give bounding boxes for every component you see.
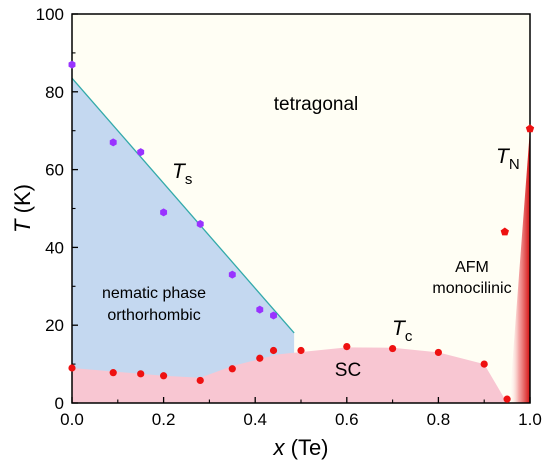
data-point-hexagon [68,60,76,69]
data-point-pentagon [500,227,509,236]
x-tick-label: 0.2 [152,410,176,429]
x-tick-label: 0.4 [243,410,267,429]
data-point-circle [160,372,168,380]
y-tick-label: 80 [45,83,64,102]
tc-annotation: Tc [392,317,413,345]
data-point-circle [480,360,488,368]
tn-sub: N [509,156,520,173]
afm-region [509,128,530,403]
nematic-label-line2: orthorhombic [107,307,200,324]
data-point-circle [196,376,204,385]
tn-main: T [496,145,511,168]
y-axis-title-symbol: T [10,218,35,233]
y-tick-label: 0 [55,394,64,413]
tn-annotation: TN [496,145,520,173]
x-axis-title: x (Te) [273,435,329,460]
data-point-circle [228,365,236,373]
data-point-circle [269,346,278,355]
tc-sub: c [405,328,413,345]
afm-label-line1: AFM [455,259,489,276]
tetragonal-label: tetragonal [274,94,359,115]
ts-annotation: Ts [172,160,192,188]
data-point-circle [109,369,117,377]
x-tick-label: 0.0 [60,410,84,429]
data-point-hexagon [228,270,236,279]
data-point-hexagon [270,311,277,320]
tc-main: T [392,317,407,340]
data-point-hexagon [137,148,145,157]
data-point-hexagon [160,208,168,217]
data-point-pentagon [525,124,535,133]
data-point-circle [137,370,145,378]
y-tick-label: 40 [45,238,64,257]
nematic-boundary-line [71,77,295,334]
data-point-circle [389,344,397,353]
data-point-circle [68,364,76,372]
data-point-circle [297,346,305,355]
x-axis-title-symbol: x [273,435,286,460]
data-point-circle [256,354,264,362]
nematic-region [72,78,295,403]
ts-main: T [172,160,187,183]
y-axis-title: T (K) [10,184,35,233]
data-point-circle [503,395,511,403]
y-tick-label: 20 [45,316,64,335]
sc-dome-region [72,347,508,403]
x-tick-label: 1.0 [518,410,542,429]
data-point-circle [343,342,351,351]
x-tick-label: 0.8 [427,410,451,429]
x-tick-label: 0.6 [335,410,359,429]
ts-sub: s [185,171,193,188]
sc-label: SC [335,360,361,381]
data-point-hexagon [256,305,264,314]
data-point-hexagon [109,138,117,147]
x-axis-title-unit: (Te) [285,435,329,460]
nematic-label-line1: nematic phase [102,285,206,302]
y-axis-title-unit: (K) [10,184,35,219]
y-tick-label: 100 [36,5,64,24]
data-point-circle [434,348,442,357]
y-tick-label: 60 [45,161,64,180]
data-point-hexagon [196,220,204,229]
afm-label-line2: monocilinic [432,280,511,297]
